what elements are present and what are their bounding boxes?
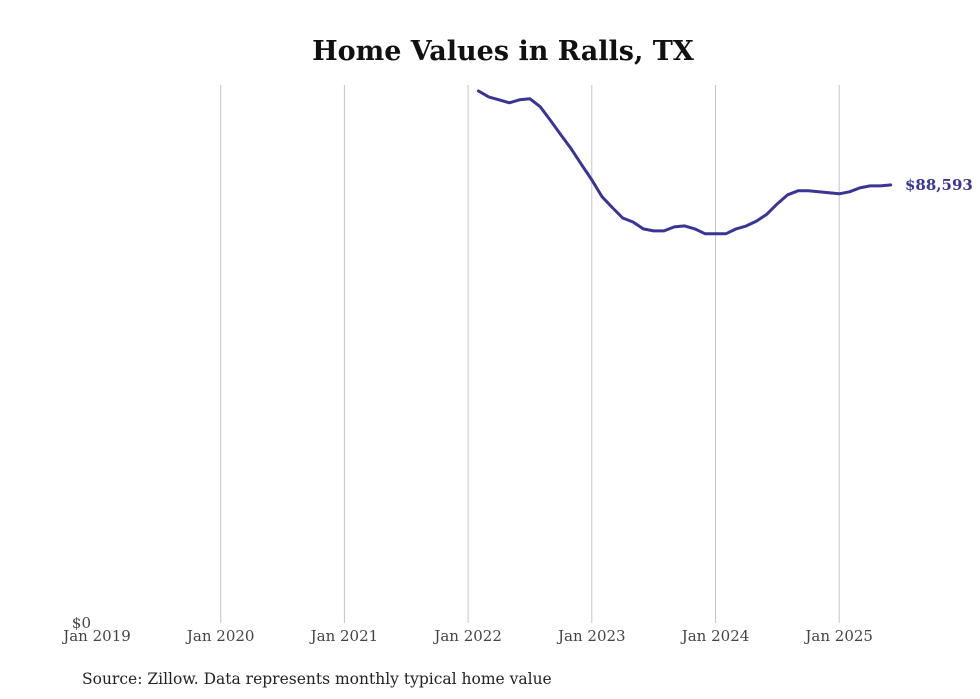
- x-tick-label: Jan 2023: [556, 627, 626, 645]
- y-tick-label: $0: [72, 614, 91, 632]
- source-note: Source: Zillow. Data represents monthly …: [82, 670, 552, 688]
- x-tick-label: Jan 2025: [803, 627, 873, 645]
- x-tick-label: Jan 2024: [680, 627, 750, 645]
- x-tick-label: Jan 2019: [61, 627, 131, 645]
- end-value-label: $88,593: [905, 176, 973, 194]
- x-tick-label: Jan 2022: [432, 627, 502, 645]
- chart-title: Home Values in Ralls, TX: [312, 36, 694, 67]
- x-tick-label: Jan 2020: [185, 627, 255, 645]
- series-line: [476, 89, 893, 236]
- x-tick-label: Jan 2021: [309, 627, 379, 645]
